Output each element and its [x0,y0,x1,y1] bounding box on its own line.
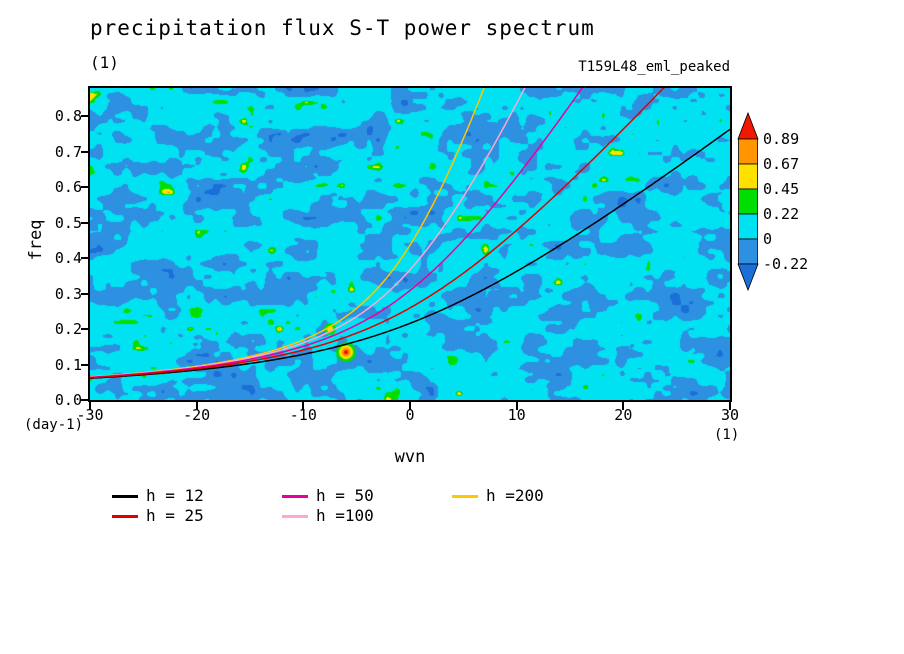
legend-label: h = 12 [146,486,204,505]
chart-title: precipitation flux S-T power spectrum [90,16,595,40]
y-tick-label: 0.4 [54,249,82,268]
y-tick-mark [81,292,90,295]
dispersion-curve-h25 [90,88,665,379]
x-tick-label: -10 [289,406,317,424]
y-tick-mark [81,328,90,331]
x-tick-label: 20 [614,406,633,424]
x-tick-label: -20 [183,406,211,424]
x-tick-label: -30 [76,406,104,424]
y-tick-mark [81,150,90,153]
legend-line-h12 [112,495,138,498]
dispersion-curve-h50 [90,88,584,379]
legend-line-h100 [282,515,308,518]
colorbar-arrow-up-icon [737,112,759,140]
x-tick-mark [195,402,198,410]
y-tick-mark [81,257,90,260]
y-tick-mark [81,115,90,118]
x-tick-mark [409,402,411,410]
x-tick-label: 30 [720,406,740,424]
colorbar-tick-label: 0.89 [763,130,800,148]
y-tick-label: 0.0 [54,391,82,409]
legend-label: h =100 [316,506,374,525]
y-tick-label: 0.1 [54,355,82,374]
y-axis-unit: (day-1) [24,417,84,433]
colorbar-tick-label: 0.45 [763,180,800,198]
colorbar-tick-label: 0.22 [763,205,800,223]
x-tick-mark [89,402,91,410]
y-tick-mark [81,221,90,224]
dispersion-curves-overlay [90,88,730,380]
y-tick-label: 0.2 [54,320,82,339]
colorbar-tick-label: -0.22 [763,255,809,273]
x-axis-unit: (1) [714,427,740,443]
dispersion-curve-h100 [90,88,526,378]
plot-area [88,86,732,402]
y-tick-label: 0.3 [54,284,82,303]
experiment-label: T159L48_eml_peaked [578,59,730,75]
dispersion-curve-h12 [90,128,730,380]
dispersion-curve-h200 [90,88,485,378]
y-tick-label: 0.6 [54,178,82,197]
colorbar-arrow-down-icon [737,263,759,292]
x-tick-label: 10 [507,406,526,424]
x-tick-mark [302,402,305,410]
colorbar-segment-1 [738,163,758,190]
x-tick-mark [622,402,625,410]
y-tick-label: 0.5 [54,213,82,232]
colorbar-tick-label: 0.67 [763,155,800,173]
colorbar-segment-4 [738,238,758,265]
colorbar-segment-2 [738,188,758,215]
x-tick-mark [515,402,518,410]
x-tick-mark [729,402,731,410]
x-tick-label: 0 [405,406,415,424]
y-tick-mark [81,186,90,189]
colorbar-tick-label: 0 [763,230,773,248]
colorbar-segment-3 [738,213,758,240]
legend-line-h25 [112,515,138,518]
legend-label: h = 25 [146,506,204,525]
y-tick-mark [81,363,90,366]
legend-label: h = 50 [316,486,374,505]
legend-line-h200 [452,495,478,498]
legend-label: h =200 [486,486,544,505]
y-tick-label: 0.7 [54,142,82,161]
x-axis-title: wvn [394,447,426,467]
legend-line-h50 [282,495,308,498]
panel-label: (1) [90,53,119,72]
colorbar-segment-0 [738,138,758,165]
colorbar [737,112,759,292]
y-tick-label: 0.8 [54,107,82,126]
y-tick-mark [81,399,90,401]
